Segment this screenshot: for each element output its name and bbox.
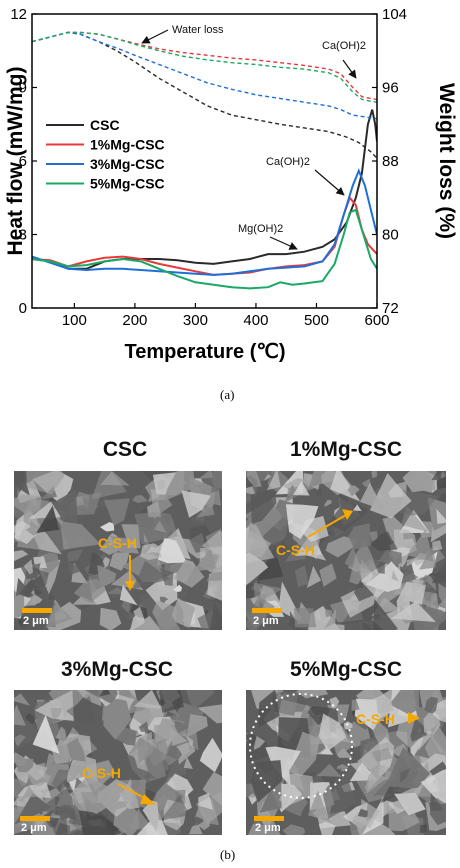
y2-tick-label: 88 bbox=[382, 153, 399, 170]
caption-a: (a) bbox=[220, 387, 235, 402]
legend-label-1-mg-csc: 1%Mg-CSC bbox=[90, 137, 165, 153]
panel-title-csc: CSC bbox=[102, 438, 148, 461]
y-tick-label: 12 bbox=[10, 6, 27, 23]
csh-arrowhead bbox=[140, 794, 156, 805]
csh-label: C-S-H bbox=[356, 711, 395, 727]
annotation-mgoh2: Mg(OH)2 bbox=[238, 223, 283, 235]
y-tick-label: 3 bbox=[19, 227, 27, 244]
y-tick-label: 0 bbox=[19, 300, 27, 317]
csh-label: C-S-H bbox=[82, 765, 121, 781]
y2-tick-label: 104 bbox=[382, 6, 407, 23]
legend-label-csc: CSC bbox=[90, 117, 120, 133]
legend-label-3-mg-csc: 3%Mg-CSC bbox=[90, 156, 165, 172]
chart-plot-layer: 100 200 300 400 500 600 0 3 6 9 12 72 80 88 96 104 CSC 1%… bbox=[10, 6, 407, 329]
highlight-circle bbox=[249, 693, 353, 799]
panel-title-1mg: 1%Mg-CSC bbox=[289, 438, 402, 461]
caption-b: (b) bbox=[220, 847, 236, 862]
plot-frame bbox=[31, 13, 378, 309]
scale-bar-label: 2 μm bbox=[253, 615, 279, 627]
scale-bar bbox=[254, 816, 284, 821]
scale-bar bbox=[20, 816, 50, 821]
sem-image-1mg: 2 μm C-S-H bbox=[246, 471, 446, 630]
annotation-water-loss: Water loss bbox=[172, 24, 224, 36]
csh-arrowhead bbox=[408, 712, 420, 724]
csh-label: C-S-H bbox=[276, 542, 315, 558]
y2-axis-label: Weight loss (%) bbox=[435, 83, 458, 239]
arrow-caoh2-peak bbox=[314, 169, 345, 196]
arrow-mgoh2 bbox=[269, 236, 298, 250]
x-axis-label: Temperature (℃) bbox=[124, 341, 285, 363]
tga-dsc-chart: 100 200 300 400 500 600 0 3 6 9 12 72 80 88 96 104 CSC 1%… bbox=[4, 6, 458, 363]
csh-arrowhead bbox=[125, 581, 135, 591]
annotation-caoh2-top: Ca(OH)2 bbox=[322, 40, 366, 52]
y2-tick-label: 80 bbox=[382, 227, 399, 244]
x-tick-label: 100 bbox=[62, 312, 87, 329]
x-tick-label: 400 bbox=[243, 312, 268, 329]
weight-loss-line-5-mg-csc bbox=[32, 31, 377, 103]
scale-bar bbox=[252, 608, 282, 613]
sem-image-5mg: 2 μm C-S-H bbox=[246, 690, 446, 835]
y2-tick-label: 72 bbox=[382, 300, 399, 317]
csh-arrow bbox=[307, 514, 347, 538]
arrow-water-loss bbox=[141, 29, 169, 44]
scale-bar-label: 2 μm bbox=[23, 615, 49, 627]
sem-image-3mg: 2 μm C-S-H bbox=[14, 690, 222, 835]
y2-tick-label: 96 bbox=[382, 80, 399, 97]
heat-flow-line-5-mg-csc bbox=[32, 208, 377, 290]
y-tick-label: 6 bbox=[19, 153, 27, 170]
x-tick-label: 200 bbox=[122, 312, 147, 329]
x-tick-label: 300 bbox=[183, 312, 208, 329]
scale-bar-label: 2 μm bbox=[255, 822, 281, 834]
y-axis-label: Heat flow (mW/mg) bbox=[4, 67, 27, 256]
heat-flow-line-3-mg-csc bbox=[32, 168, 377, 276]
x-tick-label: 600 bbox=[364, 312, 389, 329]
heat-flow-line-csc bbox=[32, 109, 377, 270]
scale-bar bbox=[22, 608, 52, 613]
csh-arrowhead bbox=[342, 509, 353, 520]
scale-bar-label: 2 μm bbox=[21, 822, 47, 834]
arrow-caoh2-top bbox=[342, 59, 357, 79]
panel-title-3mg: 3%Mg-CSC bbox=[60, 658, 173, 681]
x-tick-label: 500 bbox=[304, 312, 329, 329]
panel-title-5mg: 5%Mg-CSC bbox=[289, 658, 402, 681]
weight-loss-line-3-mg-csc bbox=[32, 31, 377, 120]
y-tick-label: 9 bbox=[19, 80, 27, 97]
legend-label-5-mg-csc: 5%Mg-CSC bbox=[90, 176, 165, 192]
sem-image-csc: 2 μm C-S-H bbox=[14, 471, 222, 630]
csh-label: C-S-H bbox=[98, 535, 137, 551]
annotation-caoh2-peak: Ca(OH)2 bbox=[266, 156, 310, 168]
